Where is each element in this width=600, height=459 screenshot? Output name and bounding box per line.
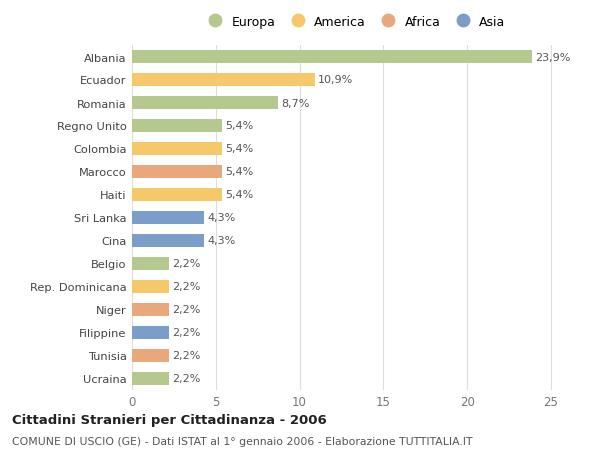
Bar xyxy=(132,326,169,339)
Bar xyxy=(132,349,169,362)
Text: 2,2%: 2,2% xyxy=(172,305,200,315)
Text: 4,3%: 4,3% xyxy=(207,236,235,246)
Bar xyxy=(132,189,223,202)
Bar xyxy=(132,257,169,270)
Bar xyxy=(132,51,532,64)
Bar xyxy=(132,143,223,156)
Text: 8,7%: 8,7% xyxy=(281,98,309,108)
Bar xyxy=(132,97,278,110)
Text: 2,2%: 2,2% xyxy=(172,328,200,338)
Text: 23,9%: 23,9% xyxy=(535,52,571,62)
Text: 10,9%: 10,9% xyxy=(317,75,353,85)
Text: Cittadini Stranieri per Cittadinanza - 2006: Cittadini Stranieri per Cittadinanza - 2… xyxy=(12,413,327,426)
Text: 4,3%: 4,3% xyxy=(207,213,235,223)
Text: 5,4%: 5,4% xyxy=(226,167,254,177)
Bar xyxy=(132,166,223,179)
Bar xyxy=(132,212,204,224)
Text: 2,2%: 2,2% xyxy=(172,374,200,384)
Bar xyxy=(132,120,223,133)
Bar xyxy=(132,74,314,87)
Text: 2,2%: 2,2% xyxy=(172,282,200,292)
Text: 5,4%: 5,4% xyxy=(226,121,254,131)
Bar xyxy=(132,235,204,247)
Text: 2,2%: 2,2% xyxy=(172,351,200,361)
Bar xyxy=(132,372,169,385)
Text: 5,4%: 5,4% xyxy=(226,190,254,200)
Text: 5,4%: 5,4% xyxy=(226,144,254,154)
Text: 2,2%: 2,2% xyxy=(172,259,200,269)
Bar xyxy=(132,280,169,293)
Bar xyxy=(132,303,169,316)
Text: COMUNE DI USCIO (GE) - Dati ISTAT al 1° gennaio 2006 - Elaborazione TUTTITALIA.I: COMUNE DI USCIO (GE) - Dati ISTAT al 1° … xyxy=(12,436,473,446)
Legend: Europa, America, Africa, Asia: Europa, America, Africa, Asia xyxy=(197,11,511,34)
